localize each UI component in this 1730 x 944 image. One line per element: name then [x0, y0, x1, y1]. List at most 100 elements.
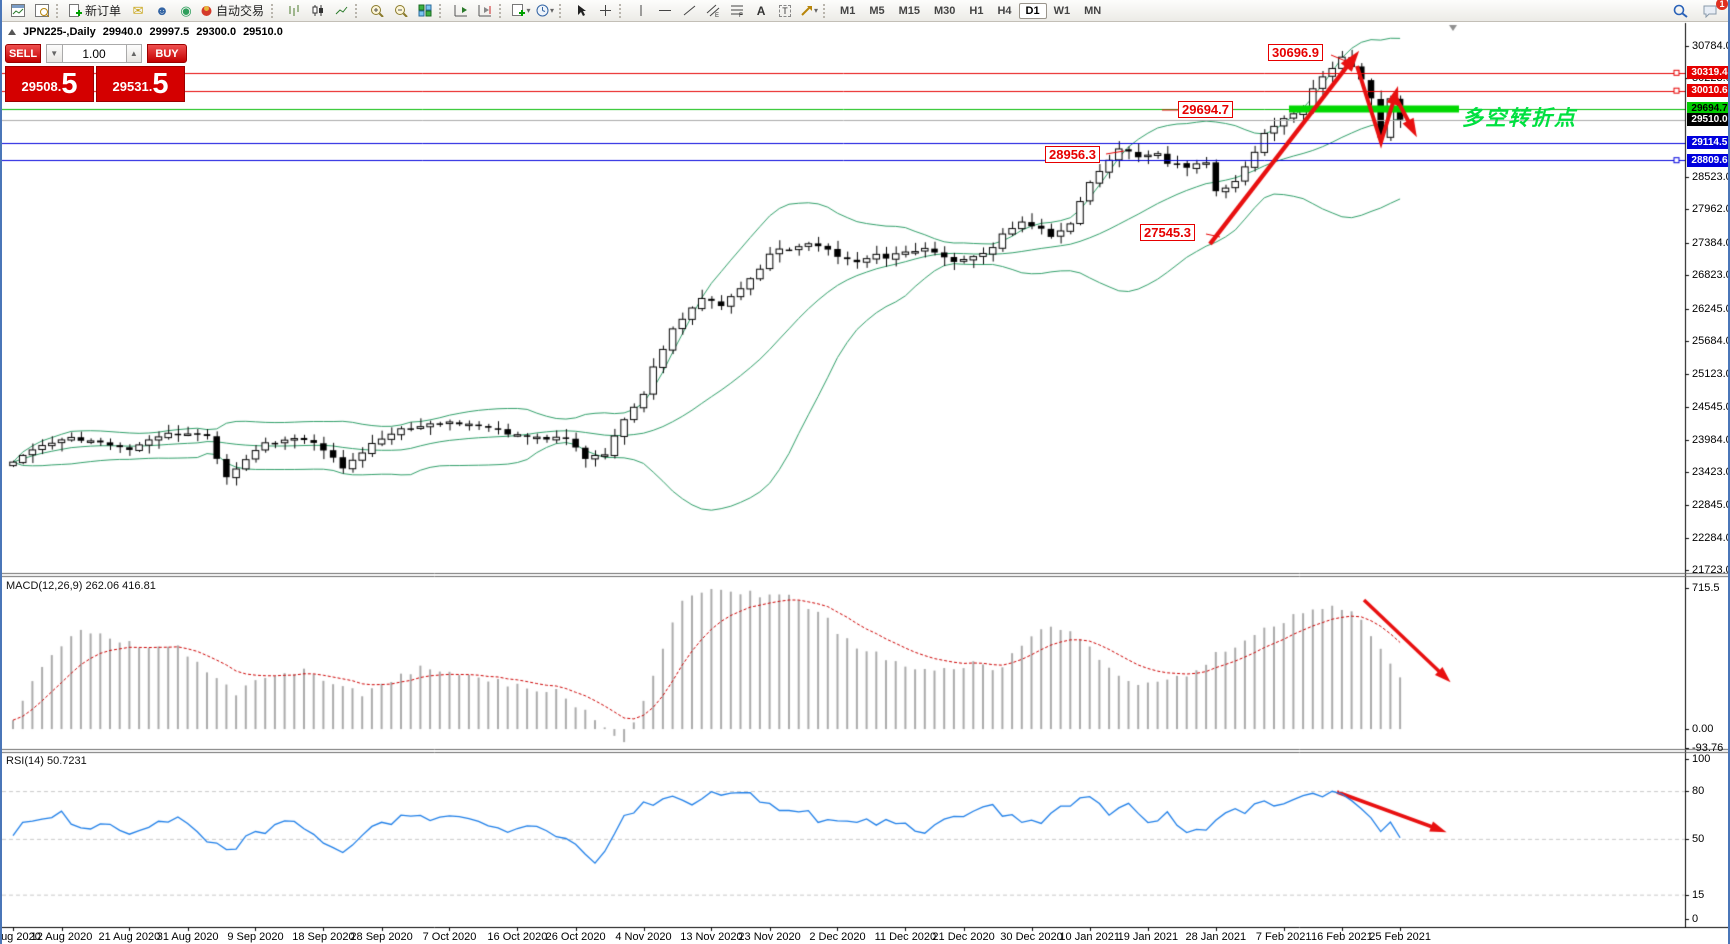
zoom-in-icon[interactable] [365, 2, 389, 20]
price-line-badge: 30010.6 [1687, 84, 1728, 98]
cursor-icon[interactable] [569, 2, 593, 20]
price-axis-label: 23423.0 [1692, 465, 1730, 478]
ohlc-high: 29997.5 [149, 26, 190, 38]
price-annotation-label[interactable]: 30696.9 [1268, 44, 1323, 61]
timeframe-button-mn[interactable]: MN [1084, 4, 1102, 17]
price-line-badge: 29510.0 [1687, 113, 1728, 127]
zoom-out-icon[interactable] [389, 2, 413, 20]
search-icon[interactable] [1668, 2, 1692, 20]
price-axis-label: 27384.0 [1692, 236, 1730, 249]
date-axis-label: 31 Aug 2020 [156, 931, 219, 943]
svg-text:F: F [739, 13, 743, 17]
timeframe-bar: M1 M5 M15 M30 H1 H4 D1 W1 MN [833, 2, 1108, 19]
period-dropdown[interactable]: ▾ [533, 2, 557, 20]
symbol-title: JPN225-,Daily [23, 26, 96, 38]
price-axis-label: 26823.0 [1692, 269, 1730, 282]
chart-shift-icon[interactable] [449, 2, 473, 20]
timeframe-button-m15[interactable]: M15 [898, 4, 920, 17]
price-axis-label: 30784.0 [1692, 39, 1730, 52]
buy-price-frac: 5 [152, 68, 169, 100]
arrows-dropdown[interactable]: ▾ [797, 2, 821, 20]
crosshair-icon[interactable] [593, 2, 617, 20]
buy-price-int: 29531. [112, 79, 153, 94]
date-axis-label: 9 Sep 2020 [227, 931, 284, 943]
timeframe-button-d1[interactable]: D1 [1018, 2, 1047, 19]
bar-chart-icon[interactable] [281, 2, 305, 20]
date-axis-label: 26 Oct 2020 [545, 931, 606, 943]
horizontal-line-icon[interactable] [653, 2, 677, 20]
toolbar-grip [499, 3, 505, 18]
chat-icon[interactable]: 1 [1698, 0, 1728, 20]
notification-badge: 1 [1716, 0, 1728, 10]
date-axis-label: 2 Dec 2020 [809, 931, 866, 943]
buy-price-display[interactable]: 29531. 5 [96, 66, 185, 102]
channel-icon[interactable]: E [701, 2, 725, 20]
price-annotation-label[interactable]: 29694.7 [1178, 101, 1233, 118]
date-axis-label: 25 Feb 2021 [1369, 931, 1431, 943]
mail-icon[interactable]: ✉ [132, 2, 144, 18]
price-annotation-label[interactable]: 27545.3 [1140, 224, 1195, 241]
text-icon[interactable]: A [756, 3, 766, 18]
price-annotation-label[interactable]: 28956.3 [1045, 146, 1100, 163]
toolbar-grip [619, 3, 625, 18]
price-line-badge: 28809.6 [1687, 153, 1728, 167]
autoscroll-icon[interactable] [473, 2, 497, 20]
date-axis-label: 11 Dec 2020 [874, 931, 937, 943]
toolbar-grip [439, 3, 445, 18]
add-indicator-dropdown[interactable]: ▾ [509, 2, 533, 20]
price-axis-label: 22845.0 [1692, 499, 1730, 512]
trendline-icon[interactable] [677, 2, 701, 20]
timeframe-button-m5[interactable]: M5 [869, 4, 885, 17]
price-line-badge: 29114.5 [1687, 136, 1728, 150]
profile-icon[interactable]: ☻ [155, 3, 169, 18]
candlestick-icon[interactable] [305, 2, 329, 20]
rsi-axis-label: 0 [1692, 912, 1699, 925]
sell-price-display[interactable]: 29508. 5 [5, 66, 94, 102]
price-axis-label: 23984.0 [1692, 433, 1730, 446]
timeframe-button-m30[interactable]: M30 [934, 4, 956, 17]
rsi-indicator-label: RSI(14) 50.7231 [6, 755, 87, 767]
timeframe-button-h4[interactable]: H4 [997, 4, 1012, 17]
date-axis-label: 16 Oct 2020 [487, 931, 548, 943]
chinese-note-text[interactable]: 多空转折点 [1462, 107, 1577, 130]
macd-axis-label: 715.5 [1692, 581, 1720, 594]
macd-axis-label: 0.00 [1692, 723, 1714, 736]
macd-indicator-label: MACD(12,26,9) 262.06 416.81 [6, 580, 156, 592]
date-axis-label: 30 Dec 2020 [1000, 931, 1063, 943]
new-order-button[interactable]: 新订单 [66, 2, 126, 20]
timeframe-button-w1[interactable]: W1 [1053, 4, 1071, 17]
date-axis-label: 13 Nov 2020 [680, 931, 743, 943]
price-axis-label: 25684.0 [1692, 335, 1730, 348]
price-axis-label: 25123.0 [1692, 367, 1730, 380]
signal-icon[interactable]: ◉ [180, 2, 192, 18]
rsi-axis-label: 100 [1692, 753, 1711, 766]
date-axis-label: 10 Jan 2021 [1059, 931, 1120, 943]
vertical-line-icon[interactable] [629, 2, 653, 20]
chart-window-icon[interactable] [6, 2, 30, 20]
fibonacci-icon[interactable]: F [725, 2, 749, 20]
sell-button[interactable]: SELL [5, 44, 42, 63]
ohlc-open: 29940.0 [102, 26, 143, 38]
sell-price-int: 29508. [21, 79, 62, 94]
date-axis-label: 28 Jan 2021 [1185, 931, 1247, 943]
date-axis-label: 19 Jan 2021 [1117, 931, 1179, 943]
tile-windows-icon[interactable] [413, 2, 437, 20]
line-chart-icon[interactable] [329, 2, 353, 20]
text-label-icon[interactable]: T [773, 2, 797, 20]
buy-button[interactable]: BUY [147, 44, 188, 63]
price-line-badge: 29694.7 [1687, 102, 1728, 116]
autotrade-label: 自动交易 [216, 4, 265, 18]
volume-input[interactable] [62, 44, 126, 63]
volume-decrease-button[interactable]: ▼ [45, 44, 63, 63]
ohlc-close: 29510.0 [243, 26, 283, 38]
collapse-icon[interactable] [8, 29, 16, 35]
timeframe-button-h1[interactable]: H1 [969, 4, 984, 17]
volume-increase-button[interactable]: ▲ [125, 44, 143, 63]
timeframe-button-m1[interactable]: M1 [840, 4, 856, 17]
indicator-list-icon[interactable] [30, 2, 54, 20]
rsi-axis-label: 80 [1692, 785, 1705, 798]
autotrade-button[interactable]: 自动交易 [198, 2, 269, 20]
price-axis-label: 28523.0 [1692, 170, 1730, 183]
toolbar-grip [559, 3, 565, 18]
